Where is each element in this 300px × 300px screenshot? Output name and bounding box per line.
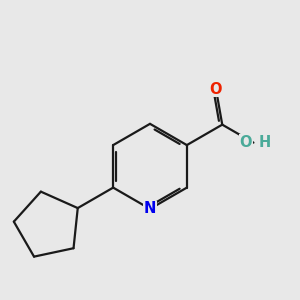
Text: O: O — [239, 135, 252, 150]
Text: O: O — [210, 82, 222, 97]
Text: N: N — [144, 201, 156, 216]
Text: H: H — [259, 135, 271, 150]
